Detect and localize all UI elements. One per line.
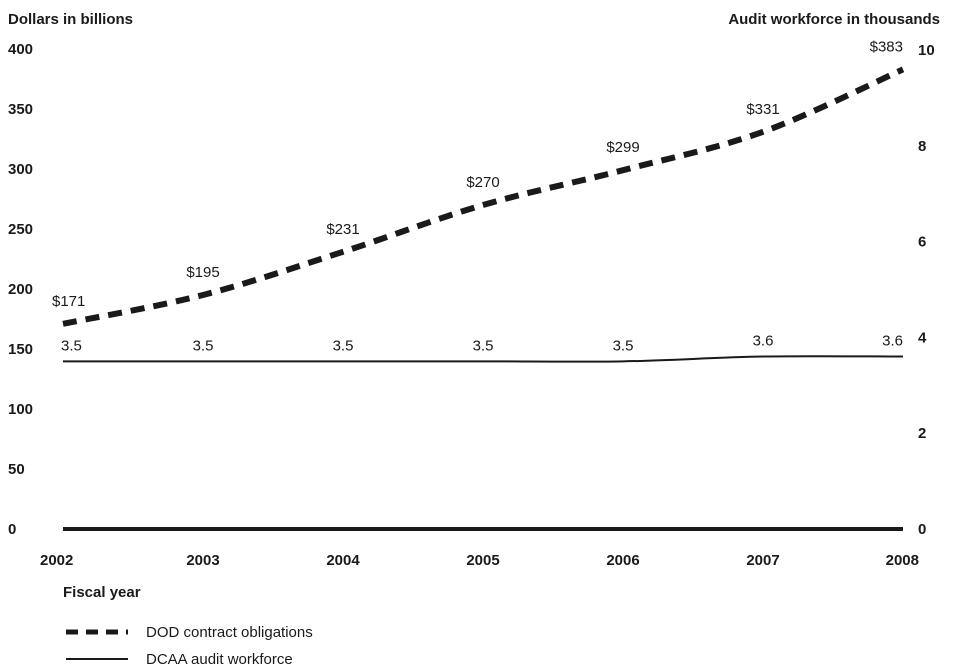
x-tick-label: 2007	[746, 552, 779, 569]
data-label-dcaa: 3.5	[613, 337, 634, 354]
x-tick-label: 2005	[466, 552, 499, 569]
y-left-tick-label: 50	[8, 461, 25, 478]
series-layer	[62, 66, 905, 363]
data-label-dcaa: 3.6	[882, 333, 903, 350]
data-label-dcaa: 3.5	[473, 337, 494, 354]
x-axis-ticks: 2002 2003 2004 2005 2006 2007 2008	[40, 552, 919, 569]
series-line-dcaa-audit-workforce	[63, 355, 904, 363]
data-labels: $171 $195 $231 $270 $299 $331 $383 3.5 3.5 3.5 3.5…	[52, 38, 903, 354]
y-left-tick-label: 0	[8, 521, 16, 538]
y-right-tick-label: 2	[918, 425, 926, 442]
y-axis-left-ticks: 0 50 100 150 200 250 300 350 400	[8, 41, 33, 538]
series-line-dod-contract-obligations	[62, 66, 905, 327]
y-right-tick-label: 10	[918, 42, 935, 59]
data-label-dod: $383	[870, 38, 903, 55]
y-left-tick-label: 100	[8, 401, 33, 418]
y-left-tick-label: 250	[8, 221, 33, 238]
data-label-dcaa: 3.5	[333, 337, 354, 354]
y-right-tick-label: 6	[918, 234, 926, 251]
data-label-dod: $171	[52, 293, 85, 310]
y-axis-right-title: Audit workforce in thousands	[728, 11, 940, 28]
data-label-dcaa: 3.5	[61, 337, 82, 354]
legend-label-dcaa: DCAA audit workforce	[146, 651, 293, 667]
y-axis-right-ticks: 0 2 4 6 8 10	[918, 42, 935, 538]
y-right-tick-label: 0	[918, 521, 926, 538]
y-left-tick-label: 300	[8, 161, 33, 178]
x-tick-label: 2003	[186, 552, 219, 569]
x-tick-label: 2006	[606, 552, 639, 569]
y-left-tick-label: 350	[8, 101, 33, 118]
y-left-tick-label: 200	[8, 281, 33, 298]
y-left-tick-label: 400	[8, 41, 33, 58]
y-left-tick-label: 150	[8, 341, 33, 358]
data-label-dod: $299	[606, 139, 639, 156]
x-tick-label: 2002	[40, 552, 73, 569]
data-label-dod: $331	[746, 101, 779, 118]
x-axis-title: Fiscal year	[63, 584, 141, 601]
data-label-dcaa: 3.6	[753, 333, 774, 350]
x-tick-label: 2008	[886, 552, 919, 569]
x-tick-label: 2004	[326, 552, 360, 569]
data-label-dod: $231	[326, 221, 359, 238]
data-label-dod: $270	[466, 174, 499, 191]
y-right-tick-label: 8	[918, 138, 926, 155]
legend: DOD contract obligations DCAA audit work…	[66, 624, 313, 667]
legend-label-dod: DOD contract obligations	[146, 624, 313, 641]
data-label-dcaa: 3.5	[193, 337, 214, 354]
y-axis-left-title: Dollars in billions	[8, 11, 133, 28]
data-label-dod: $195	[186, 264, 219, 281]
y-right-tick-label: 4	[918, 329, 927, 346]
